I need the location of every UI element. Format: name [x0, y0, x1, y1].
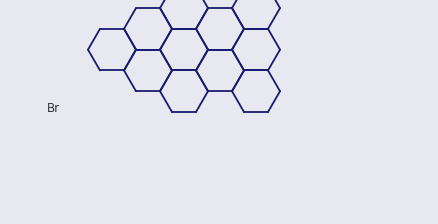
Text: Br: Br	[47, 101, 60, 114]
